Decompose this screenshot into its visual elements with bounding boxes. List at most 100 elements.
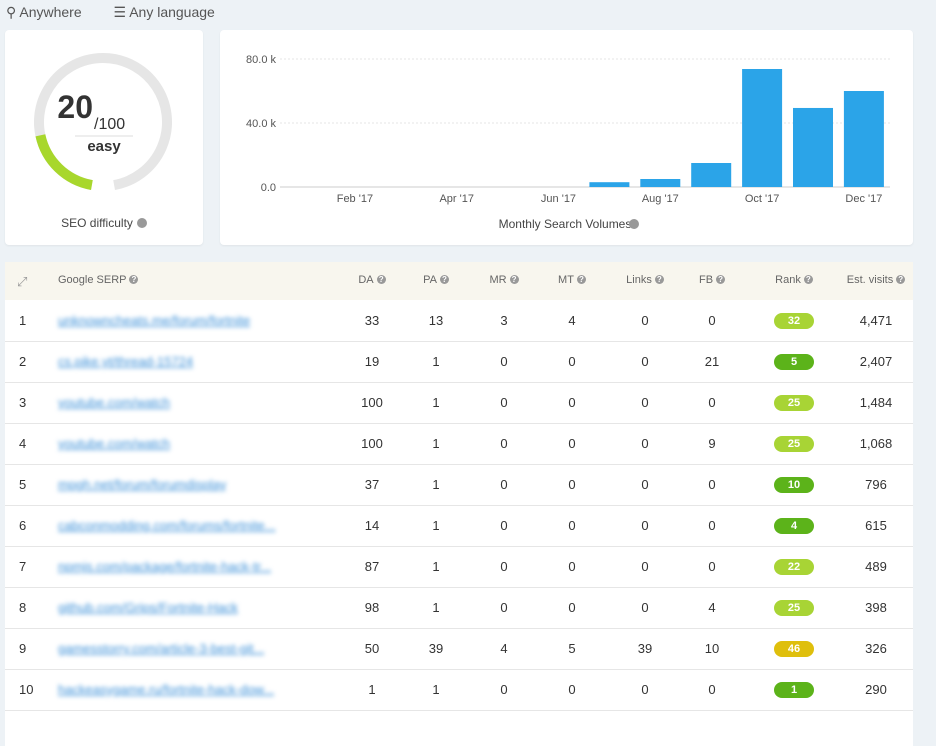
table-cell: 615: [865, 518, 887, 533]
gauge: 20 /100 easy SEO difficulty: [34, 53, 172, 230]
table-cell: 290: [865, 682, 887, 697]
expand-icon[interactable]: ⤢: [17, 274, 28, 289]
table-cell: 0: [500, 600, 508, 615]
result-url[interactable]: youtube.com/watch: [58, 395, 171, 410]
table-cell: 5: [568, 641, 576, 656]
result-url[interactable]: github.com/Grips/Fortnite-Hack: [58, 600, 238, 615]
table-cell: 0: [568, 682, 576, 697]
table-cell: 0: [641, 354, 649, 369]
table-cell: 0: [568, 600, 576, 615]
table-cell: 2,407: [859, 354, 893, 369]
table-cell: 0: [641, 436, 649, 451]
result-url[interactable]: cabconmodding.com/forums/fortnite...: [58, 518, 276, 533]
table-cell: 87: [364, 559, 380, 574]
chart-card: Monthly Search Volumes 0.0 40.0 k 80.0 k Fe…: [220, 30, 913, 245]
table-cell: 3: [500, 313, 508, 328]
result-url[interactable]: youtube.com/watch: [58, 436, 171, 451]
table-cell: 9: [19, 641, 27, 656]
table-cell: 1: [432, 477, 440, 492]
rank-badge: 1: [774, 682, 814, 698]
table-cell: 39: [637, 641, 653, 656]
table-cell: 326: [865, 641, 887, 656]
rank-badge: 46: [774, 641, 814, 657]
help-icon[interactable]: ?: [439, 275, 449, 284]
result-url[interactable]: gamesstorry.com/article-3-best-git...: [58, 641, 265, 656]
location-filter[interactable]: ⚲ Anywhere: [6, 4, 82, 20]
table-cell: 4: [19, 436, 27, 451]
rank-badge: 25: [774, 600, 814, 616]
column-header-text: PA: [423, 274, 437, 286]
table-cell: 0: [500, 682, 508, 697]
result-url[interactable]: npmjs.com/package/fortnite-hack-tr...: [58, 559, 272, 574]
score: 20: [57, 89, 93, 125]
table-cell: 13: [428, 313, 444, 328]
table-row: 3 youtube.com/watch 100 1 0 0 0 0 25 1,484: [5, 383, 913, 424]
bar: [691, 163, 732, 187]
column-header: MT?: [542, 274, 602, 286]
result-url[interactable]: mpgh.net/forum/forumdisplay: [58, 477, 227, 492]
help-icon[interactable]: ?: [129, 275, 139, 284]
table-cell: 2: [19, 354, 27, 369]
rank-badge: 4: [774, 518, 814, 534]
table-cell: 1,068: [859, 436, 893, 451]
table-cell: 0: [500, 354, 508, 369]
help-icon[interactable]: ?: [376, 275, 386, 284]
result-url[interactable]: cs.pike.yt/thread-15724: [58, 354, 194, 369]
table-cell: 0: [641, 682, 649, 697]
table-cell: 98: [364, 600, 380, 615]
help-icon[interactable]: ?: [576, 275, 586, 284]
table-cell: 7: [19, 559, 27, 574]
column-header: PA?: [406, 274, 466, 286]
bar: [742, 69, 783, 187]
help-icon[interactable]: [137, 218, 147, 228]
column-header: Links?: [615, 274, 675, 286]
help-icon[interactable]: ?: [509, 275, 519, 284]
table-row: 5 mpgh.net/forum/forumdisplay 37 1 0 0 0 0 10 796: [5, 465, 913, 506]
table-cell: 0: [708, 518, 716, 533]
table-row: 1 unknowncheats.me/forum/fortnite 33 13 3 4 0 0…: [5, 301, 913, 342]
table-cell: 0: [500, 559, 508, 574]
y-tick-label: 80.0 k: [246, 54, 276, 66]
result-url[interactable]: hackeasygame.ru/fortnite-hack-dow...: [58, 682, 275, 697]
table-cell: 0: [708, 559, 716, 574]
table-cell: 398: [865, 600, 887, 615]
table-cell: 19: [364, 354, 380, 369]
rank-badge: 32: [774, 313, 814, 329]
column-header-text: Google SERP: [58, 274, 127, 286]
help-icon[interactable]: [629, 219, 639, 229]
table-cell: 0: [641, 395, 649, 410]
rank-badge: 25: [774, 436, 814, 452]
table-cell: 0: [568, 559, 576, 574]
table-cell: 0: [708, 682, 716, 697]
table-cell: 796: [865, 477, 887, 492]
help-icon[interactable]: ?: [896, 275, 906, 284]
rank-badge: 22: [774, 559, 814, 575]
help-icon[interactable]: ?: [654, 275, 664, 284]
table-cell: 0: [500, 436, 508, 451]
caption: SEO difficulty: [61, 216, 133, 230]
table-cell: 0: [641, 559, 649, 574]
table-cell: 0: [568, 354, 576, 369]
table-cell: 10: [19, 682, 34, 697]
result-url[interactable]: unknowncheats.me/forum/fortnite: [58, 313, 251, 328]
table-row: 4 youtube.com/watch 100 1 0 0 0 9 25 1,068: [5, 424, 913, 465]
column-header-text: MT: [558, 274, 574, 286]
table-cell: 0: [708, 477, 716, 492]
table-cell: 0: [641, 477, 649, 492]
table-cell: 1: [432, 600, 440, 615]
table-cell: 4: [708, 600, 716, 615]
help-icon[interactable]: ?: [716, 275, 726, 284]
table-cell: 0: [500, 477, 508, 492]
table-cell: 0: [641, 518, 649, 533]
x-tick-label: Jun '17: [541, 193, 576, 205]
table-cell: 489: [865, 559, 887, 574]
column-header: Google SERP?: [58, 274, 139, 286]
x-tick-label: Feb '17: [337, 193, 373, 205]
help-icon[interactable]: ?: [803, 275, 813, 284]
table-cell: 3: [19, 395, 27, 410]
table-row: 8 github.com/Grips/Fortnite-Hack 98 1 0 0 0 4 25…: [5, 588, 913, 629]
table-cell: 6: [19, 518, 27, 533]
table-cell: 1: [432, 436, 440, 451]
column-header: FB?: [682, 274, 742, 286]
language-filter[interactable]: ☰ Any language: [113, 4, 215, 20]
